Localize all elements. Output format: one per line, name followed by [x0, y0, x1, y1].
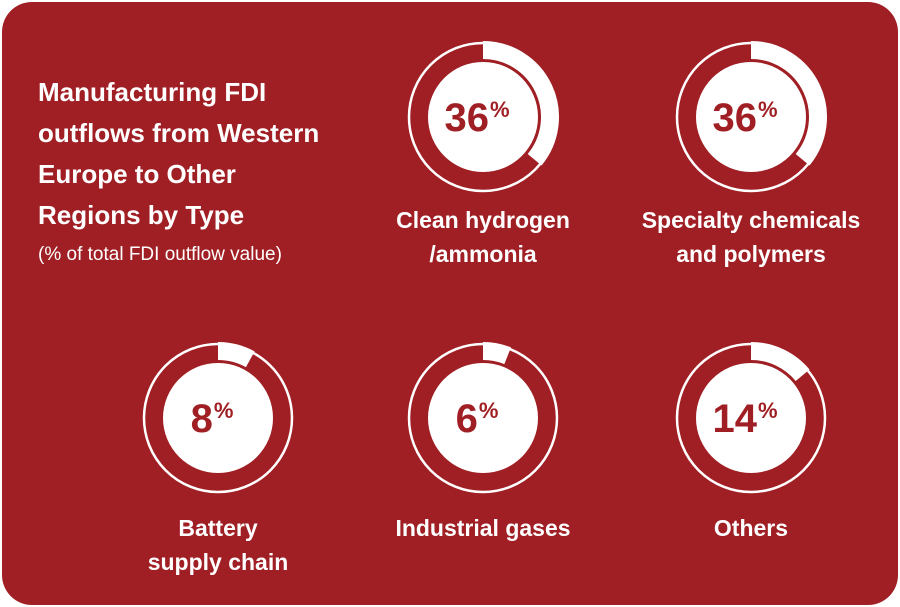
gauge-disc	[428, 62, 538, 172]
title-line: Europe to Other	[38, 159, 236, 189]
gauge-value-arc	[750, 342, 810, 382]
gauge-category-label: Clean hydrogen/ammonia	[343, 203, 623, 271]
gauge-unit: %	[758, 398, 778, 423]
gauge: 14%	[675, 342, 827, 494]
title-block: Manufacturing FDI outflows from Western …	[38, 72, 398, 266]
gauge-unit: %	[490, 97, 510, 122]
gauge-category-line: and polymers	[676, 241, 826, 267]
gauge-category-line: Clean hydrogen	[396, 207, 570, 233]
gauge-value-arc	[482, 41, 559, 166]
gauge-category-line: Others	[713, 515, 789, 541]
gauge-disc	[696, 62, 806, 172]
gauge-category-label: Industrial gases	[343, 511, 623, 545]
gauge-category-label: Specialty chemicals and polymers	[611, 203, 891, 271]
gauge-category-label: Others	[611, 511, 891, 545]
gauge-category-label: Battery supply chain	[78, 511, 358, 579]
gauge-value-arc	[482, 342, 511, 365]
gauge-category-line: Battery	[178, 515, 258, 541]
gauge-value-arc	[750, 41, 827, 166]
title-line: Regions by Type	[38, 200, 245, 230]
gauge-value-arc	[217, 342, 255, 368]
title-line: outflows from Western	[38, 118, 320, 148]
gauge-unit: %	[214, 398, 234, 423]
gauge: 6%	[407, 342, 559, 494]
gauge-category-line: Specialty chemicals	[641, 207, 861, 233]
gauge-disc	[163, 363, 273, 473]
gauge: 8%	[142, 342, 294, 494]
gauge-disc	[428, 363, 538, 473]
gauge-unit: %	[479, 398, 499, 423]
gauge: 36%	[407, 41, 559, 193]
gauge-category-line: supply chain	[147, 549, 289, 575]
gauge-category-line: /ammonia	[429, 241, 537, 267]
gauge-disc	[696, 363, 806, 473]
gauge: 36%	[675, 41, 827, 193]
title-line: Manufacturing FDI	[38, 77, 267, 107]
gauge-unit: %	[758, 97, 778, 122]
chart-subtitle: (% of total FDI outflow value)	[38, 244, 282, 265]
gauge-category-line: Industrial gases	[395, 515, 571, 541]
chart-title: Manufacturing FDI outflows from Western …	[38, 72, 398, 236]
